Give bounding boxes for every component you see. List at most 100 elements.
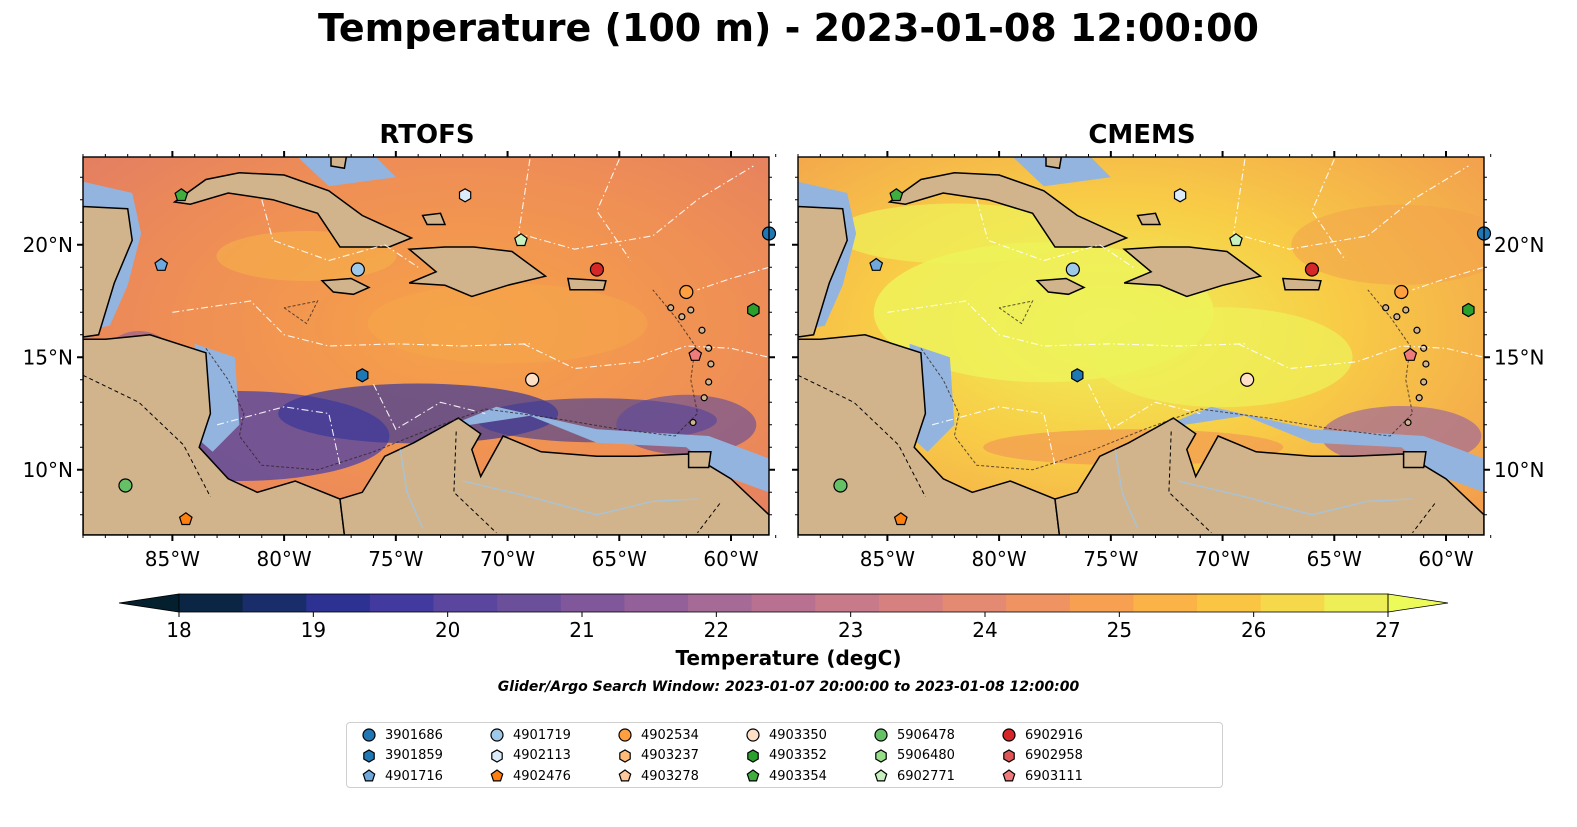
lon-tick-label: 80°W bbox=[971, 547, 1026, 571]
legend-item: 6902771 bbox=[873, 766, 955, 786]
legend-item: 4901716 bbox=[361, 766, 443, 786]
legend-marker-icon bbox=[747, 748, 759, 763]
panel-title-rtofs: RTOFS bbox=[379, 120, 475, 150]
land-central-america bbox=[83, 334, 346, 535]
legend-item: 4903278 bbox=[617, 766, 699, 786]
float-marker-6903111 bbox=[1403, 347, 1418, 361]
legend-label: 4902113 bbox=[513, 748, 571, 763]
legend-label: 4901719 bbox=[513, 727, 571, 743]
legend-item: 4902113 bbox=[489, 746, 571, 766]
legend-item: 4902476 bbox=[489, 766, 571, 786]
lon-tick-label: 80°W bbox=[256, 547, 311, 571]
legend-label: 4903354 bbox=[769, 768, 827, 784]
land-yucatan bbox=[83, 205, 133, 338]
float-marker-6902916 bbox=[1304, 262, 1320, 277]
lon-tick-label: 60°W bbox=[1418, 547, 1473, 571]
map-frame bbox=[82, 156, 770, 536]
colorbar-tick-label: 19 bbox=[301, 618, 326, 642]
colorbar-tick-label: 26 bbox=[1241, 618, 1266, 642]
lat-tick-label: 10°N bbox=[23, 458, 73, 482]
colorbar-tick-label: 18 bbox=[166, 618, 191, 642]
float-marker-3901859 bbox=[356, 368, 369, 383]
float-marker-4902534 bbox=[679, 284, 694, 300]
legend-label: 4901716 bbox=[385, 768, 443, 784]
land-cuba bbox=[887, 172, 1129, 248]
float-marker-4901716 bbox=[154, 257, 169, 271]
float-marker-6902916 bbox=[589, 262, 605, 277]
legend-marker-icon bbox=[362, 728, 376, 742]
float-marker-4903352 bbox=[1462, 302, 1475, 318]
legend-label: 4903352 bbox=[769, 748, 827, 763]
lat-tick-label: 10°N bbox=[1494, 458, 1544, 482]
legend-label: 3901859 bbox=[385, 748, 443, 763]
legend-marker-icon bbox=[362, 769, 376, 782]
float-marker-3901859 bbox=[1071, 368, 1084, 383]
legend-label: 4903350 bbox=[769, 727, 827, 743]
legend-marker-icon bbox=[875, 748, 887, 763]
legend-label: 6902916 bbox=[1025, 727, 1083, 743]
colorbar-tick-label: 27 bbox=[1375, 618, 1400, 642]
float-marker-4902113 bbox=[1173, 188, 1187, 203]
float-legend: 3901686 3901859 4901716 4901719 4902113 49024… bbox=[346, 722, 1223, 788]
legend-marker-icon bbox=[874, 728, 888, 742]
legend-marker-icon bbox=[874, 769, 888, 782]
lat-tick-label: 15°N bbox=[23, 345, 73, 369]
float-marker-4903354 bbox=[174, 188, 189, 202]
legend-marker-icon bbox=[618, 728, 632, 742]
legend-marker-icon bbox=[1002, 728, 1016, 742]
legend-marker-icon bbox=[746, 769, 760, 782]
legend-label: 6903111 bbox=[1025, 768, 1083, 784]
float-marker-4901719 bbox=[1065, 262, 1080, 277]
land-jamaica bbox=[320, 277, 371, 296]
lon-tick-label: 75°W bbox=[1083, 547, 1138, 571]
land-puerto-rico bbox=[566, 277, 607, 291]
float-marker-4902476 bbox=[893, 512, 908, 526]
float-marker-6902771 bbox=[514, 233, 528, 247]
land-hispaniola bbox=[1122, 246, 1263, 298]
legend-item: 6903111 bbox=[1001, 766, 1083, 786]
search-window-text: Glider/Argo Search Window: 2023-01-07 20… bbox=[497, 679, 1080, 695]
land-bahamas-2 bbox=[421, 212, 447, 226]
float-marker-6902771 bbox=[1229, 233, 1243, 247]
legend-label: 4903237 bbox=[641, 748, 699, 763]
legend-item: 3901686 bbox=[361, 725, 443, 745]
legend-label: 3901686 bbox=[385, 727, 443, 743]
float-marker-4902534 bbox=[1394, 284, 1409, 300]
colorbar-tick-label: 24 bbox=[972, 618, 997, 642]
legend-item: 4903350 bbox=[745, 725, 827, 745]
colorbar-tick-label: 21 bbox=[569, 618, 594, 642]
float-marker-4903350 bbox=[1240, 372, 1255, 387]
legend-marker-icon bbox=[619, 748, 631, 763]
legend-marker-icon bbox=[491, 748, 503, 763]
legend-label: 6902958 bbox=[1025, 748, 1083, 763]
float-marker-4902476 bbox=[178, 512, 193, 526]
land-cuba bbox=[172, 172, 414, 248]
land-hispaniola bbox=[407, 246, 548, 298]
figure-title: Temperature (100 m) - 2023-01-08 12:00:0… bbox=[317, 6, 1259, 50]
legend-item: 3901859 bbox=[361, 746, 443, 766]
legend-marker-icon bbox=[1003, 748, 1015, 763]
legend-item: 4901719 bbox=[489, 725, 571, 745]
legend-marker-icon bbox=[618, 769, 632, 782]
land-south-america bbox=[339, 417, 769, 535]
land-trinidad bbox=[1402, 451, 1427, 469]
legend-marker-icon bbox=[490, 728, 504, 742]
float-marker-6903111 bbox=[688, 347, 703, 361]
colorbar-label: Temperature (degC) bbox=[675, 646, 902, 670]
legend-marker-icon bbox=[1002, 769, 1016, 782]
lon-tick-label: 65°W bbox=[592, 547, 647, 571]
legend-item: 4903354 bbox=[745, 766, 827, 786]
legend-label: 4902476 bbox=[513, 768, 571, 784]
legend-item: 5906480 bbox=[873, 746, 955, 766]
float-marker-4903352 bbox=[747, 302, 760, 318]
legend-label: 5906480 bbox=[897, 748, 955, 763]
land-puerto-rico bbox=[1281, 277, 1322, 291]
colorbar: 18 19 20 21 22 23 24 25 26 27 bbox=[118, 593, 1449, 642]
float-marker-4903350 bbox=[525, 372, 540, 387]
land-bahamas-2 bbox=[1136, 212, 1162, 226]
lon-tick-label: 70°W bbox=[480, 547, 535, 571]
lon-tick-label: 70°W bbox=[1195, 547, 1250, 571]
lon-tick-label: 85°W bbox=[860, 547, 915, 571]
map-panel-cmems: 85°W 80°W 75°W 70°W 65°W 60°W 20°N 15°N 10°N bbox=[792, 151, 1544, 571]
